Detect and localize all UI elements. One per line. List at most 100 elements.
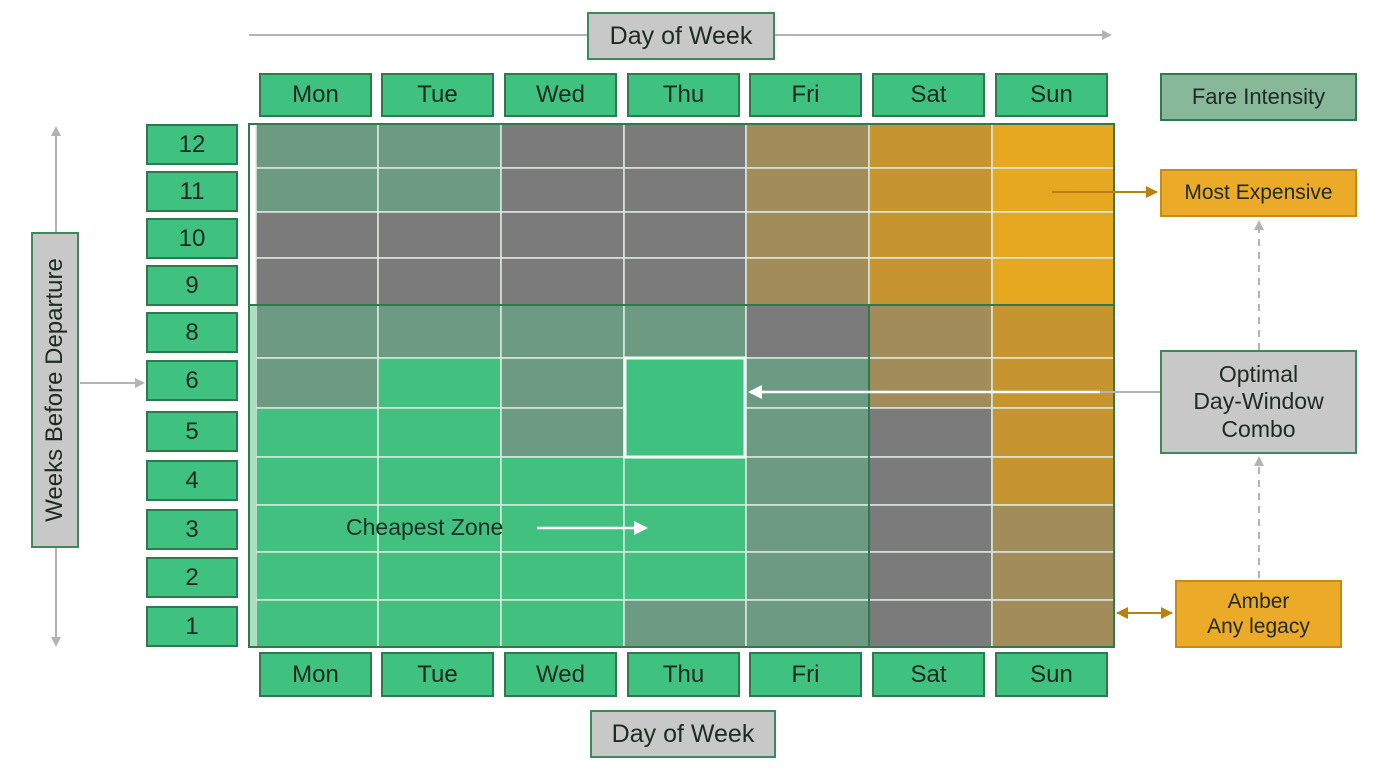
heatmap-cell-10-Tue bbox=[377, 211, 502, 259]
day-label-bottom-sun: Sun bbox=[995, 652, 1108, 697]
cheapest-zone-annotation: Cheapest Zone bbox=[346, 514, 504, 540]
heatmap-cell-2-Wed bbox=[500, 551, 625, 601]
legend-optimal-line-2: Day-Window bbox=[1193, 388, 1324, 415]
heatmap-cell-1-Sat bbox=[868, 599, 993, 648]
week-label-8: 8 bbox=[146, 312, 238, 353]
heatmap-cell-1-Sun bbox=[991, 599, 1115, 648]
day-label-top-mon: Mon bbox=[259, 73, 372, 117]
day-label-bottom-tue: Tue bbox=[381, 652, 494, 697]
legend-amber-line-2: Any legacy bbox=[1207, 615, 1310, 638]
heatmap-cell-1-Mon bbox=[255, 599, 379, 648]
legend-title: Fare Intensity bbox=[1160, 73, 1357, 121]
heatmap-cell-9-Sun bbox=[991, 257, 1115, 306]
optimal-highlight-cell bbox=[623, 356, 747, 459]
day-label-top-thu: Thu bbox=[627, 73, 740, 117]
heatmap-cell-9-Sat bbox=[868, 257, 993, 306]
day-label-bottom-thu: Thu bbox=[627, 652, 740, 697]
heatmap-cell-12-Wed bbox=[500, 123, 625, 169]
heatmap-cell-5-Sat bbox=[868, 407, 993, 458]
heatmap-cell-9-Wed bbox=[500, 257, 625, 306]
heatmap-cell-10-Sat bbox=[868, 211, 993, 259]
week-label-2: 2 bbox=[146, 557, 238, 598]
heatmap-cell-4-Tue bbox=[377, 456, 502, 506]
heatmap-cell-4-Mon bbox=[255, 456, 379, 506]
week-label-12: 12 bbox=[146, 124, 238, 165]
heatmap-cell-11-Sun bbox=[991, 167, 1115, 213]
heatmap-cell-2-Sat bbox=[868, 551, 993, 601]
heatmap-cell-5-Fri bbox=[745, 407, 870, 458]
heatmap-cell-10-Mon bbox=[255, 211, 379, 259]
heatmap-cell-8-Wed bbox=[500, 304, 625, 359]
heatmap-cell-2-Mon bbox=[255, 551, 379, 601]
heatmap-cell-9-Thu bbox=[623, 257, 747, 306]
week-label-5: 5 bbox=[146, 411, 238, 452]
y-axis-title: Weeks Before Departure bbox=[31, 232, 79, 548]
heatmap-cell-11-Thu bbox=[623, 167, 747, 213]
heatmap-cell-6-Tue bbox=[377, 357, 502, 409]
heatmap-cell-8-Sun bbox=[991, 304, 1115, 359]
heatmap-cell-12-Sun bbox=[991, 123, 1115, 169]
heatmap-cell-6-Sun bbox=[991, 357, 1115, 409]
day-label-bottom-fri: Fri bbox=[749, 652, 862, 697]
week-label-1: 1 bbox=[146, 606, 238, 647]
heatmap-cell-11-Tue bbox=[377, 167, 502, 213]
day-label-top-sat: Sat bbox=[872, 73, 985, 117]
week-label-9: 9 bbox=[146, 265, 238, 306]
heatmap-cell-11-Wed bbox=[500, 167, 625, 213]
heatmap-cell-11-Mon bbox=[255, 167, 379, 213]
heatmap-cell-9-Mon bbox=[255, 257, 379, 306]
heatmap-cell-1-Tue bbox=[377, 599, 502, 648]
heatmap-cell-8-Tue bbox=[377, 304, 502, 359]
heatmap-cell-8-Fri bbox=[745, 304, 870, 359]
day-label-bottom-wed: Wed bbox=[504, 652, 617, 697]
heatmap-cell-2-Thu bbox=[623, 551, 747, 601]
heatmap-cell-5-Sun bbox=[991, 407, 1115, 458]
day-label-top-wed: Wed bbox=[504, 73, 617, 117]
grid-border bbox=[248, 123, 1115, 648]
day-label-top-fri: Fri bbox=[749, 73, 862, 117]
legend-optimal-line-1: Optimal bbox=[1218, 360, 1299, 387]
heatmap-cell-12-Fri bbox=[745, 123, 870, 169]
heatmap-cell-5-Tue bbox=[377, 407, 502, 458]
week-label-11: 11 bbox=[146, 171, 238, 212]
x-axis-title-top: Day of Week bbox=[587, 12, 775, 60]
heatmap-overlay bbox=[248, 123, 1173, 648]
day-label-bottom-sat: Sat bbox=[872, 652, 985, 697]
heatmap-cell-9-Fri bbox=[745, 257, 870, 306]
week-label-10: 10 bbox=[146, 218, 238, 259]
heatmap-cell-5-Wed bbox=[500, 407, 625, 458]
heatmap-cell-9-Tue bbox=[377, 257, 502, 306]
heatmap-cell-3-Sun bbox=[991, 504, 1115, 553]
heatmap-cell-6-Mon bbox=[255, 357, 379, 409]
week-label-4: 4 bbox=[146, 460, 238, 501]
heatmap-cell-1-Thu bbox=[623, 599, 747, 648]
heatmap-cell-4-Sun bbox=[991, 456, 1115, 506]
heatmap-cell-10-Wed bbox=[500, 211, 625, 259]
heatmap-cell-8-Thu bbox=[623, 304, 747, 359]
day-label-top-tue: Tue bbox=[381, 73, 494, 117]
heatmap-cell-6-Sat bbox=[868, 357, 993, 409]
legend-amber: Amber Any legacy bbox=[1175, 580, 1342, 648]
heatmap-cell-3-Sat bbox=[868, 504, 993, 553]
week-label-3: 3 bbox=[146, 509, 238, 550]
legend-most-expensive: Most Expensive bbox=[1160, 169, 1357, 217]
heatmap-cell-1-Fri bbox=[745, 599, 870, 648]
heatmap-cell-2-Fri bbox=[745, 551, 870, 601]
heatmap-cell-12-Tue bbox=[377, 123, 502, 169]
week-label-6: 6 bbox=[146, 360, 238, 401]
heatmap-cell-10-Sun bbox=[991, 211, 1115, 259]
heatmap-cell-4-Thu bbox=[623, 456, 747, 506]
heatmap-cell-11-Sat bbox=[868, 167, 993, 213]
heatmap-cell-5-Mon bbox=[255, 407, 379, 458]
heatmap-cell-6-Wed bbox=[500, 357, 625, 409]
heatmap-cell-12-Mon bbox=[255, 123, 379, 169]
heatmap-cell-1-Wed bbox=[500, 599, 625, 648]
heatmap-cell-4-Fri bbox=[745, 456, 870, 506]
heatmap-cell-11-Fri bbox=[745, 167, 870, 213]
heatmap-cell-3-Fri bbox=[745, 504, 870, 553]
heatmap-cell-8-Sat bbox=[868, 304, 993, 359]
heatmap-cell-12-Thu bbox=[623, 123, 747, 169]
legend-optimal-combo: Optimal Day-Window Combo bbox=[1160, 350, 1357, 454]
day-label-top-sun: Sun bbox=[995, 73, 1108, 117]
legend-optimal-line-3: Combo bbox=[1221, 415, 1296, 442]
